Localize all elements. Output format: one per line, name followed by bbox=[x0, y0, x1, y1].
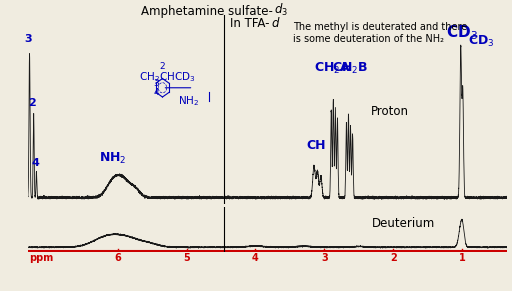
Text: CD$_3$: CD$_3$ bbox=[467, 34, 494, 49]
Text: In TFA-: In TFA- bbox=[230, 17, 269, 30]
Text: 4: 4 bbox=[154, 88, 159, 97]
Text: CH$_2$A: CH$_2$A bbox=[314, 61, 352, 76]
Text: 2: 2 bbox=[29, 98, 36, 108]
Text: Deuterium: Deuterium bbox=[372, 217, 435, 230]
Text: $d$: $d$ bbox=[271, 16, 280, 30]
Text: 4: 4 bbox=[32, 157, 39, 168]
Text: CD$_3$: CD$_3$ bbox=[446, 23, 478, 42]
Text: 3: 3 bbox=[321, 253, 328, 263]
Text: 3: 3 bbox=[154, 79, 159, 88]
Text: Proton: Proton bbox=[371, 105, 409, 118]
Text: 2: 2 bbox=[390, 253, 397, 263]
Text: 3: 3 bbox=[25, 34, 32, 44]
Text: NH$_2$: NH$_2$ bbox=[98, 150, 126, 166]
Text: 4: 4 bbox=[252, 253, 259, 263]
Text: CH: CH bbox=[306, 139, 326, 152]
Text: 6: 6 bbox=[114, 253, 121, 263]
Text: ppm: ppm bbox=[30, 253, 54, 263]
Text: 2: 2 bbox=[160, 62, 165, 71]
Text: NH$_2$: NH$_2$ bbox=[178, 95, 199, 109]
Text: CH$_2$CHCD$_3$: CH$_2$CHCD$_3$ bbox=[139, 70, 196, 84]
Text: Amphetamine sulfate-: Amphetamine sulfate- bbox=[141, 5, 273, 18]
Text: is some deuteration of the NH₂: is some deuteration of the NH₂ bbox=[293, 34, 444, 45]
Text: The methyl is deuterated and there: The methyl is deuterated and there bbox=[293, 22, 467, 32]
Text: $d_3$: $d_3$ bbox=[274, 2, 288, 18]
Text: 1: 1 bbox=[459, 253, 465, 263]
Text: 5: 5 bbox=[183, 253, 190, 263]
Text: CH$_2$B: CH$_2$B bbox=[332, 61, 369, 76]
